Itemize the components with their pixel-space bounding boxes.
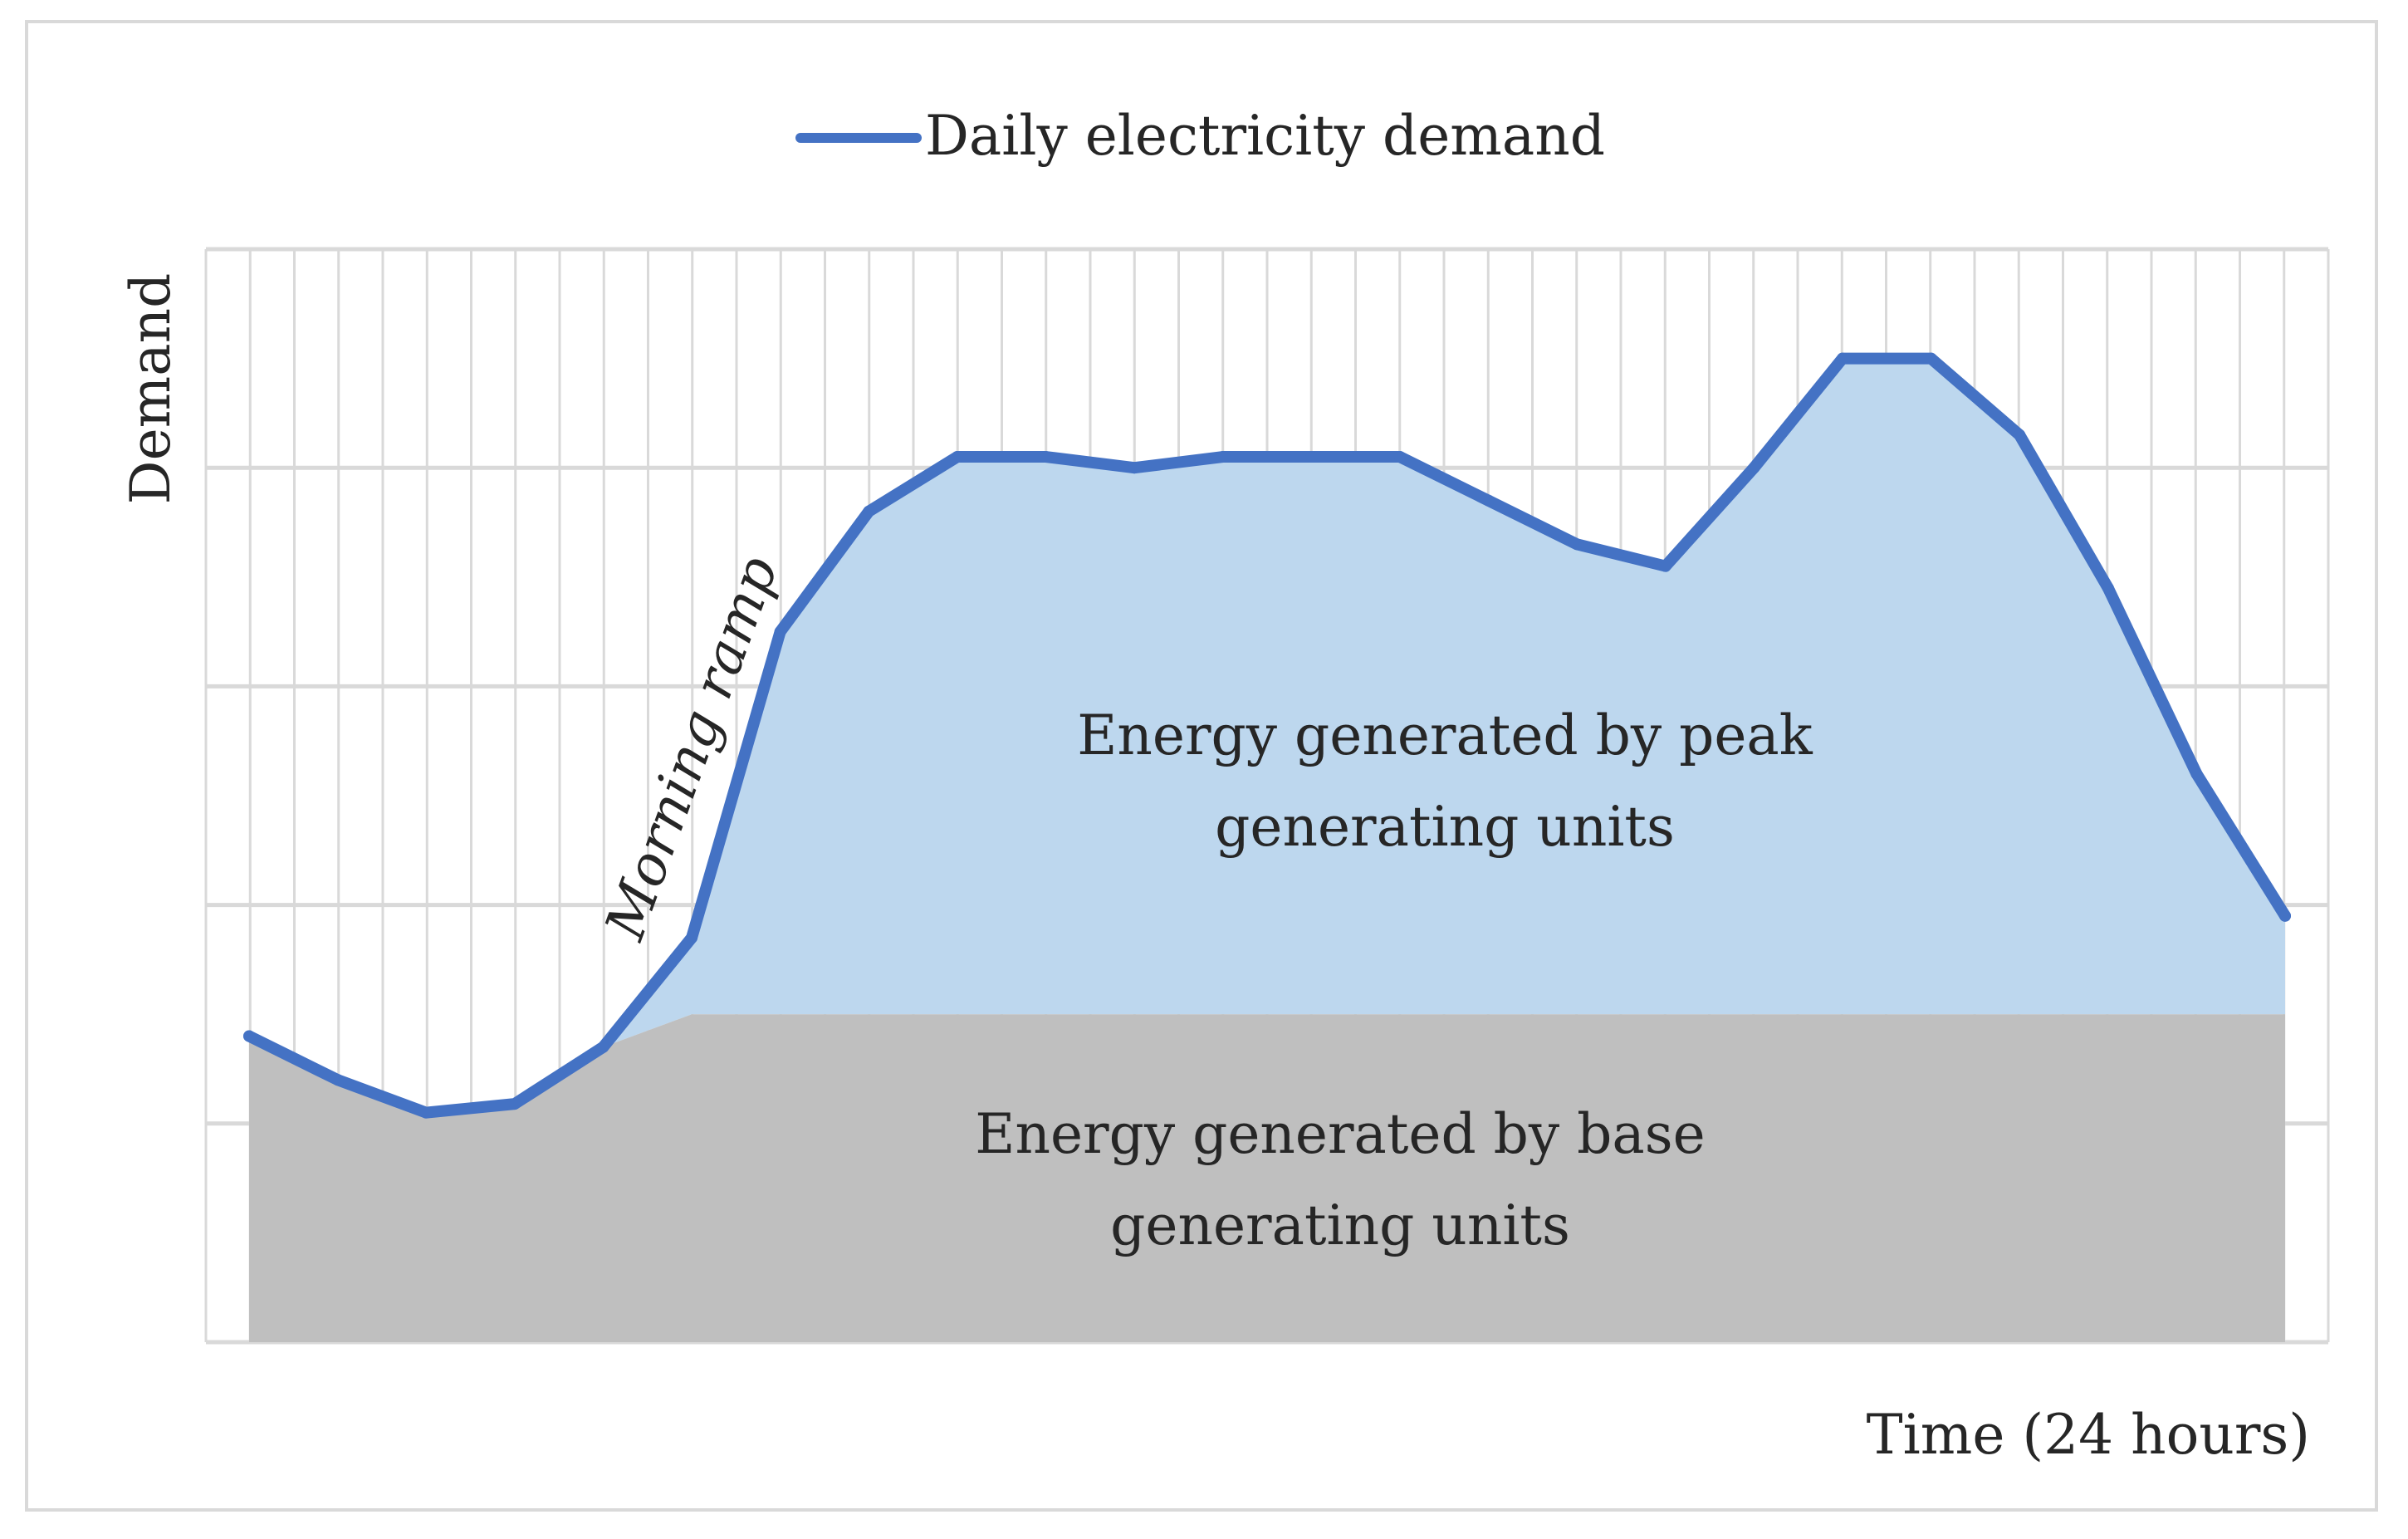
area-layer: [249, 358, 2285, 1342]
demand-point: [686, 932, 698, 944]
demand-point: [863, 505, 875, 517]
peak-area-label-line2: generating units: [1215, 795, 1675, 859]
demand-point: [1040, 451, 1052, 463]
demand-point: [420, 1106, 433, 1119]
demand-point: [951, 451, 963, 463]
x-axis-label: Time (24 hours): [1867, 1403, 2310, 1467]
demand-point: [331, 1074, 344, 1086]
demand-line: [243, 352, 2291, 1119]
peak-area-label-line1: Energy generated by peak: [1077, 703, 1813, 767]
demand-point: [2014, 429, 2026, 441]
demand-point: [2102, 581, 2114, 594]
chart: Daily electricity demand Demand Time (24…: [119, 104, 2330, 1467]
demand-point: [774, 625, 786, 638]
demand-point: [1393, 451, 1406, 463]
y-axis-label: Demand: [119, 273, 183, 505]
demand-point: [1836, 352, 1848, 365]
demand-point: [1305, 451, 1318, 463]
demand-point: [243, 1030, 255, 1042]
demand-point: [597, 1041, 609, 1053]
base-generation-area: [249, 1014, 2285, 1342]
demand-point: [1925, 352, 1937, 365]
legend-label: Daily electricity demand: [925, 104, 1605, 168]
peak-generation-area: [249, 358, 2285, 1113]
demand-point: [1216, 451, 1229, 463]
chart-frame: Daily electricity demand Demand Time (24…: [25, 20, 2378, 1512]
demand-point: [1571, 538, 1583, 551]
demand-point: [1128, 462, 1141, 474]
demand-point: [508, 1098, 521, 1110]
demand-point: [1659, 560, 1671, 572]
demand-point: [2279, 909, 2291, 922]
demand-point: [2190, 767, 2203, 780]
legend: Daily electricity demand: [795, 104, 1605, 168]
line-layer: [243, 352, 2291, 1119]
demand-point: [1748, 462, 1760, 474]
base-area-label-line2: generating units: [1110, 1193, 1570, 1257]
base-area-label-line1: Energy generated by base: [975, 1102, 1705, 1166]
demand-point: [1482, 494, 1495, 507]
